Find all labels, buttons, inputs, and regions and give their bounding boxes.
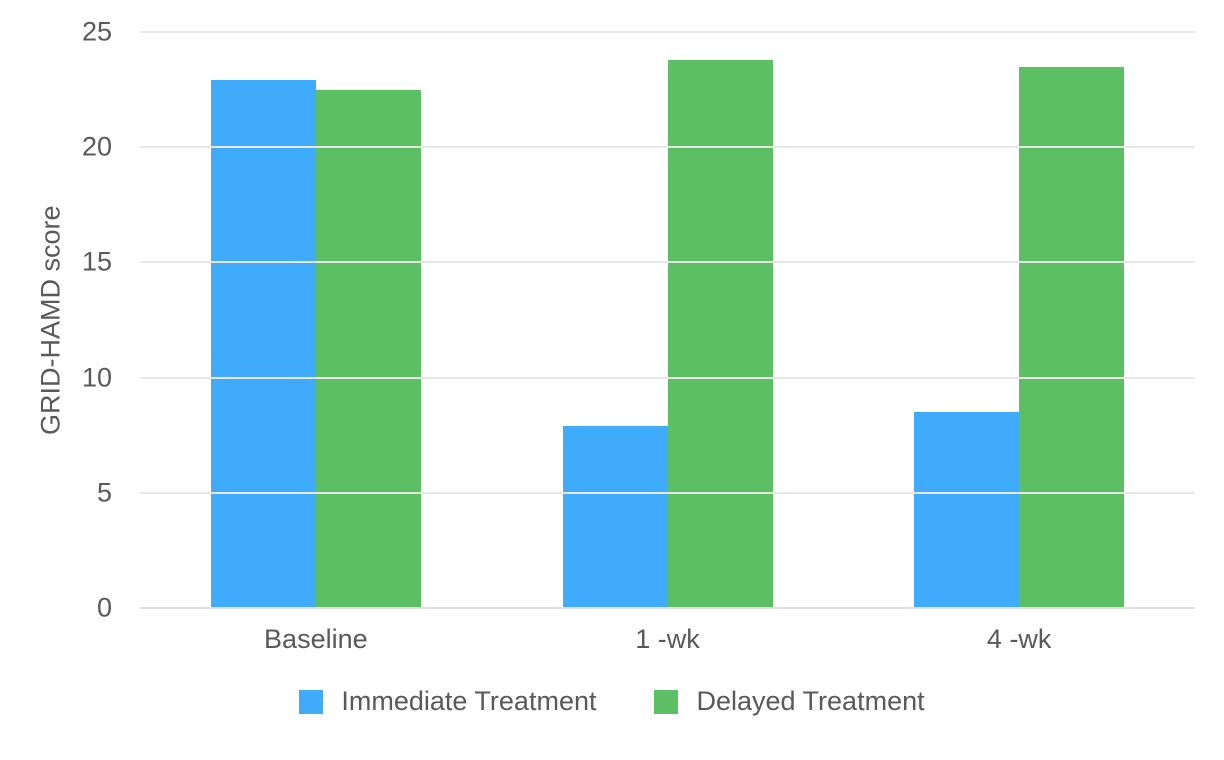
bar-group-baseline: [140, 32, 492, 608]
legend-item-delayed-treatment: Delayed Treatment: [654, 686, 925, 717]
legend-item-immediate-treatment: Immediate Treatment: [299, 686, 596, 717]
gridline: [140, 146, 1195, 149]
y-tick-label-10: 10: [81, 362, 112, 393]
bar-group-4-wk: [843, 32, 1195, 608]
y-tick-label-15: 15: [81, 246, 112, 277]
legend: Immediate Treatment Delayed Treatment: [0, 686, 1224, 717]
x-axis-line: [140, 607, 1195, 609]
x-tick-label-1-wk: 1 -wk: [635, 624, 700, 654]
y-axis-tick-labels: 0 5 10 15 20 25: [0, 18, 112, 621]
bar-immediate-treatment-baseline: [210, 80, 316, 608]
gridline: [140, 376, 1195, 379]
bar-delayed-treatment-4-wk: [1019, 66, 1125, 608]
legend-label-delayed-treatment: Delayed Treatment: [696, 686, 925, 716]
y-tick-label-20: 20: [81, 131, 112, 162]
y-tick-label-0: 0: [96, 592, 112, 623]
x-tick-label-baseline: Baseline: [264, 624, 368, 654]
legend-swatch-delayed-treatment: [654, 689, 679, 714]
bars-layer: [140, 32, 1195, 608]
bar-delayed-treatment-baseline: [315, 89, 421, 608]
plot-area: [140, 31, 1195, 609]
x-tick-label-4-wk: 4 -wk: [986, 624, 1052, 654]
bar-immediate-treatment-1-wk: [562, 425, 668, 608]
gridline: [140, 31, 1195, 33]
gridline: [140, 261, 1195, 264]
bar-delayed-treatment-1-wk: [667, 59, 773, 608]
x-axis-tick-labels: Baseline 1 -wk 4 -wk: [140, 624, 1195, 655]
bar-immediate-treatment-4-wk: [914, 412, 1020, 608]
legend-swatch-immediate-treatment: [299, 689, 324, 714]
y-tick-label-5: 5: [96, 477, 112, 508]
gridline: [140, 491, 1195, 494]
bars-row: [140, 32, 1195, 608]
bar-group-1-wk: [492, 32, 844, 608]
legend-label-immediate-treatment: Immediate Treatment: [341, 686, 597, 716]
y-tick-label-25: 25: [81, 16, 112, 47]
